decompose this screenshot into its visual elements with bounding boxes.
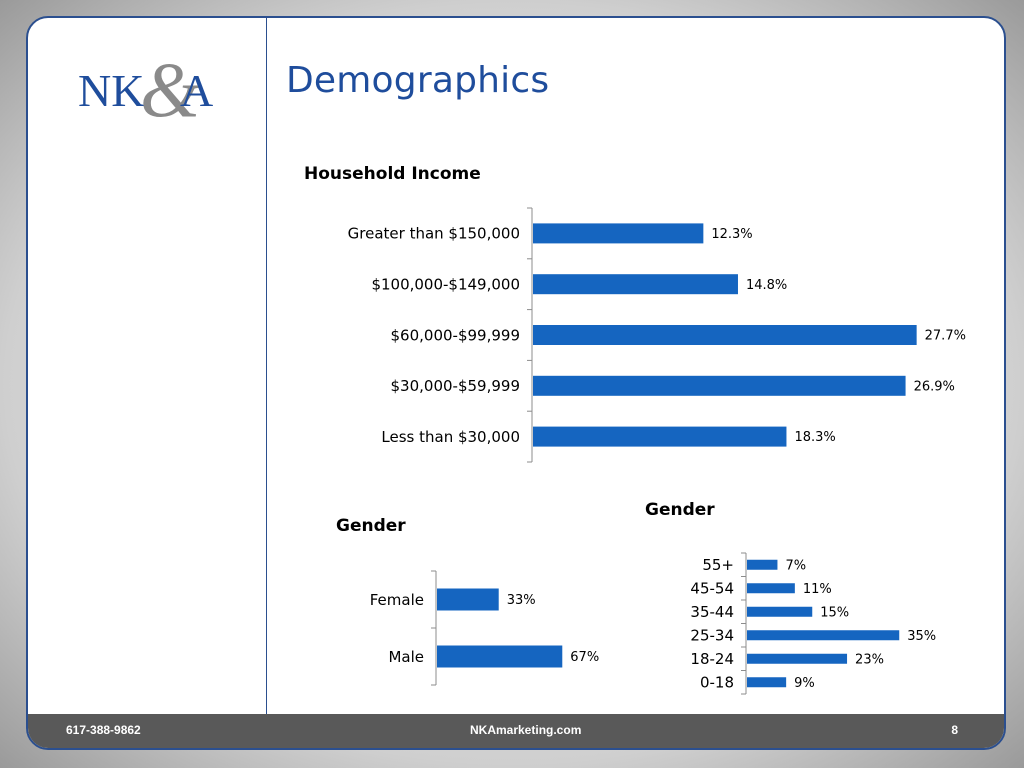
age-value-label: 23% bbox=[855, 652, 884, 667]
income-category-label: Less than $30,000 bbox=[381, 428, 520, 446]
income-value-label: 18.3% bbox=[794, 430, 835, 445]
age-value-label: 11% bbox=[803, 582, 832, 597]
income-value-label: 12.3% bbox=[711, 227, 752, 242]
gender-category-label: Male bbox=[388, 648, 424, 666]
income-category-label: $100,000-$149,000 bbox=[371, 275, 520, 293]
footer-phone: 617-388-9862 bbox=[66, 723, 141, 737]
income-chart: Greater than $150,000 12.3% $100,000-$149,… bbox=[348, 207, 966, 463]
age-bar bbox=[747, 583, 795, 594]
vertical-divider bbox=[266, 18, 267, 718]
age-category-label: 0-18 bbox=[700, 674, 734, 692]
age-category-label: 25-34 bbox=[690, 627, 734, 645]
svg-text:&: & bbox=[140, 46, 201, 133]
age-value-label: 35% bbox=[907, 629, 936, 644]
footer-website: NKAmarketing.com bbox=[470, 723, 582, 737]
gender-chart-title: Gender bbox=[336, 516, 406, 536]
svg-text:NK: NK bbox=[78, 65, 144, 116]
income-chart-title: Household Income bbox=[304, 164, 481, 184]
age-category-label: 45-54 bbox=[690, 580, 734, 598]
income-category-label: Greater than $150,000 bbox=[348, 225, 520, 243]
gender-value-label: 33% bbox=[507, 593, 536, 608]
income-bar bbox=[533, 223, 704, 244]
age-value-label: 7% bbox=[785, 558, 806, 573]
slide: NK & A Demographics Household Income Gre… bbox=[26, 16, 1006, 750]
age-bar bbox=[747, 559, 778, 570]
nka-logo: NK & A bbox=[78, 46, 213, 133]
age-bar bbox=[747, 606, 813, 617]
age-category-label: 18-24 bbox=[690, 650, 734, 668]
income-bar bbox=[533, 274, 738, 295]
income-category-label: $60,000-$99,999 bbox=[391, 326, 520, 344]
age-value-label: 15% bbox=[820, 605, 849, 620]
income-bar bbox=[533, 375, 906, 396]
age-bar bbox=[747, 653, 848, 664]
age-bar bbox=[747, 677, 787, 688]
income-category-label: $30,000-$59,999 bbox=[391, 377, 520, 395]
income-bar bbox=[533, 325, 917, 345]
gender-bar bbox=[437, 645, 563, 668]
gender-value-label: 67% bbox=[570, 650, 599, 665]
gender-category-label: Female bbox=[370, 591, 424, 609]
age-bar bbox=[747, 630, 900, 641]
income-bar bbox=[533, 426, 787, 447]
footer-page-number: 8 bbox=[951, 723, 958, 737]
footer-bar: 617-388-9862 NKAmarketing.com 8 bbox=[28, 714, 1004, 748]
page-title: Demographics bbox=[286, 60, 550, 101]
income-value-label: 14.8% bbox=[746, 278, 787, 293]
gender-bar bbox=[437, 588, 499, 611]
gender-chart: Female 33% Male 67% bbox=[370, 570, 599, 686]
income-value-label: 26.9% bbox=[914, 379, 955, 394]
age-category-label: 35-44 bbox=[690, 603, 734, 621]
svg-text:A: A bbox=[180, 65, 213, 116]
age-chart-title: Gender bbox=[645, 500, 715, 520]
age-value-label: 9% bbox=[794, 676, 815, 691]
age-chart: 55+ 7% 45-54 11% 35-44 15% 25-34 35% 18-24 23% 0-1… bbox=[690, 552, 936, 695]
income-value-label: 27.7% bbox=[925, 329, 966, 344]
age-category-label: 55+ bbox=[702, 556, 734, 574]
